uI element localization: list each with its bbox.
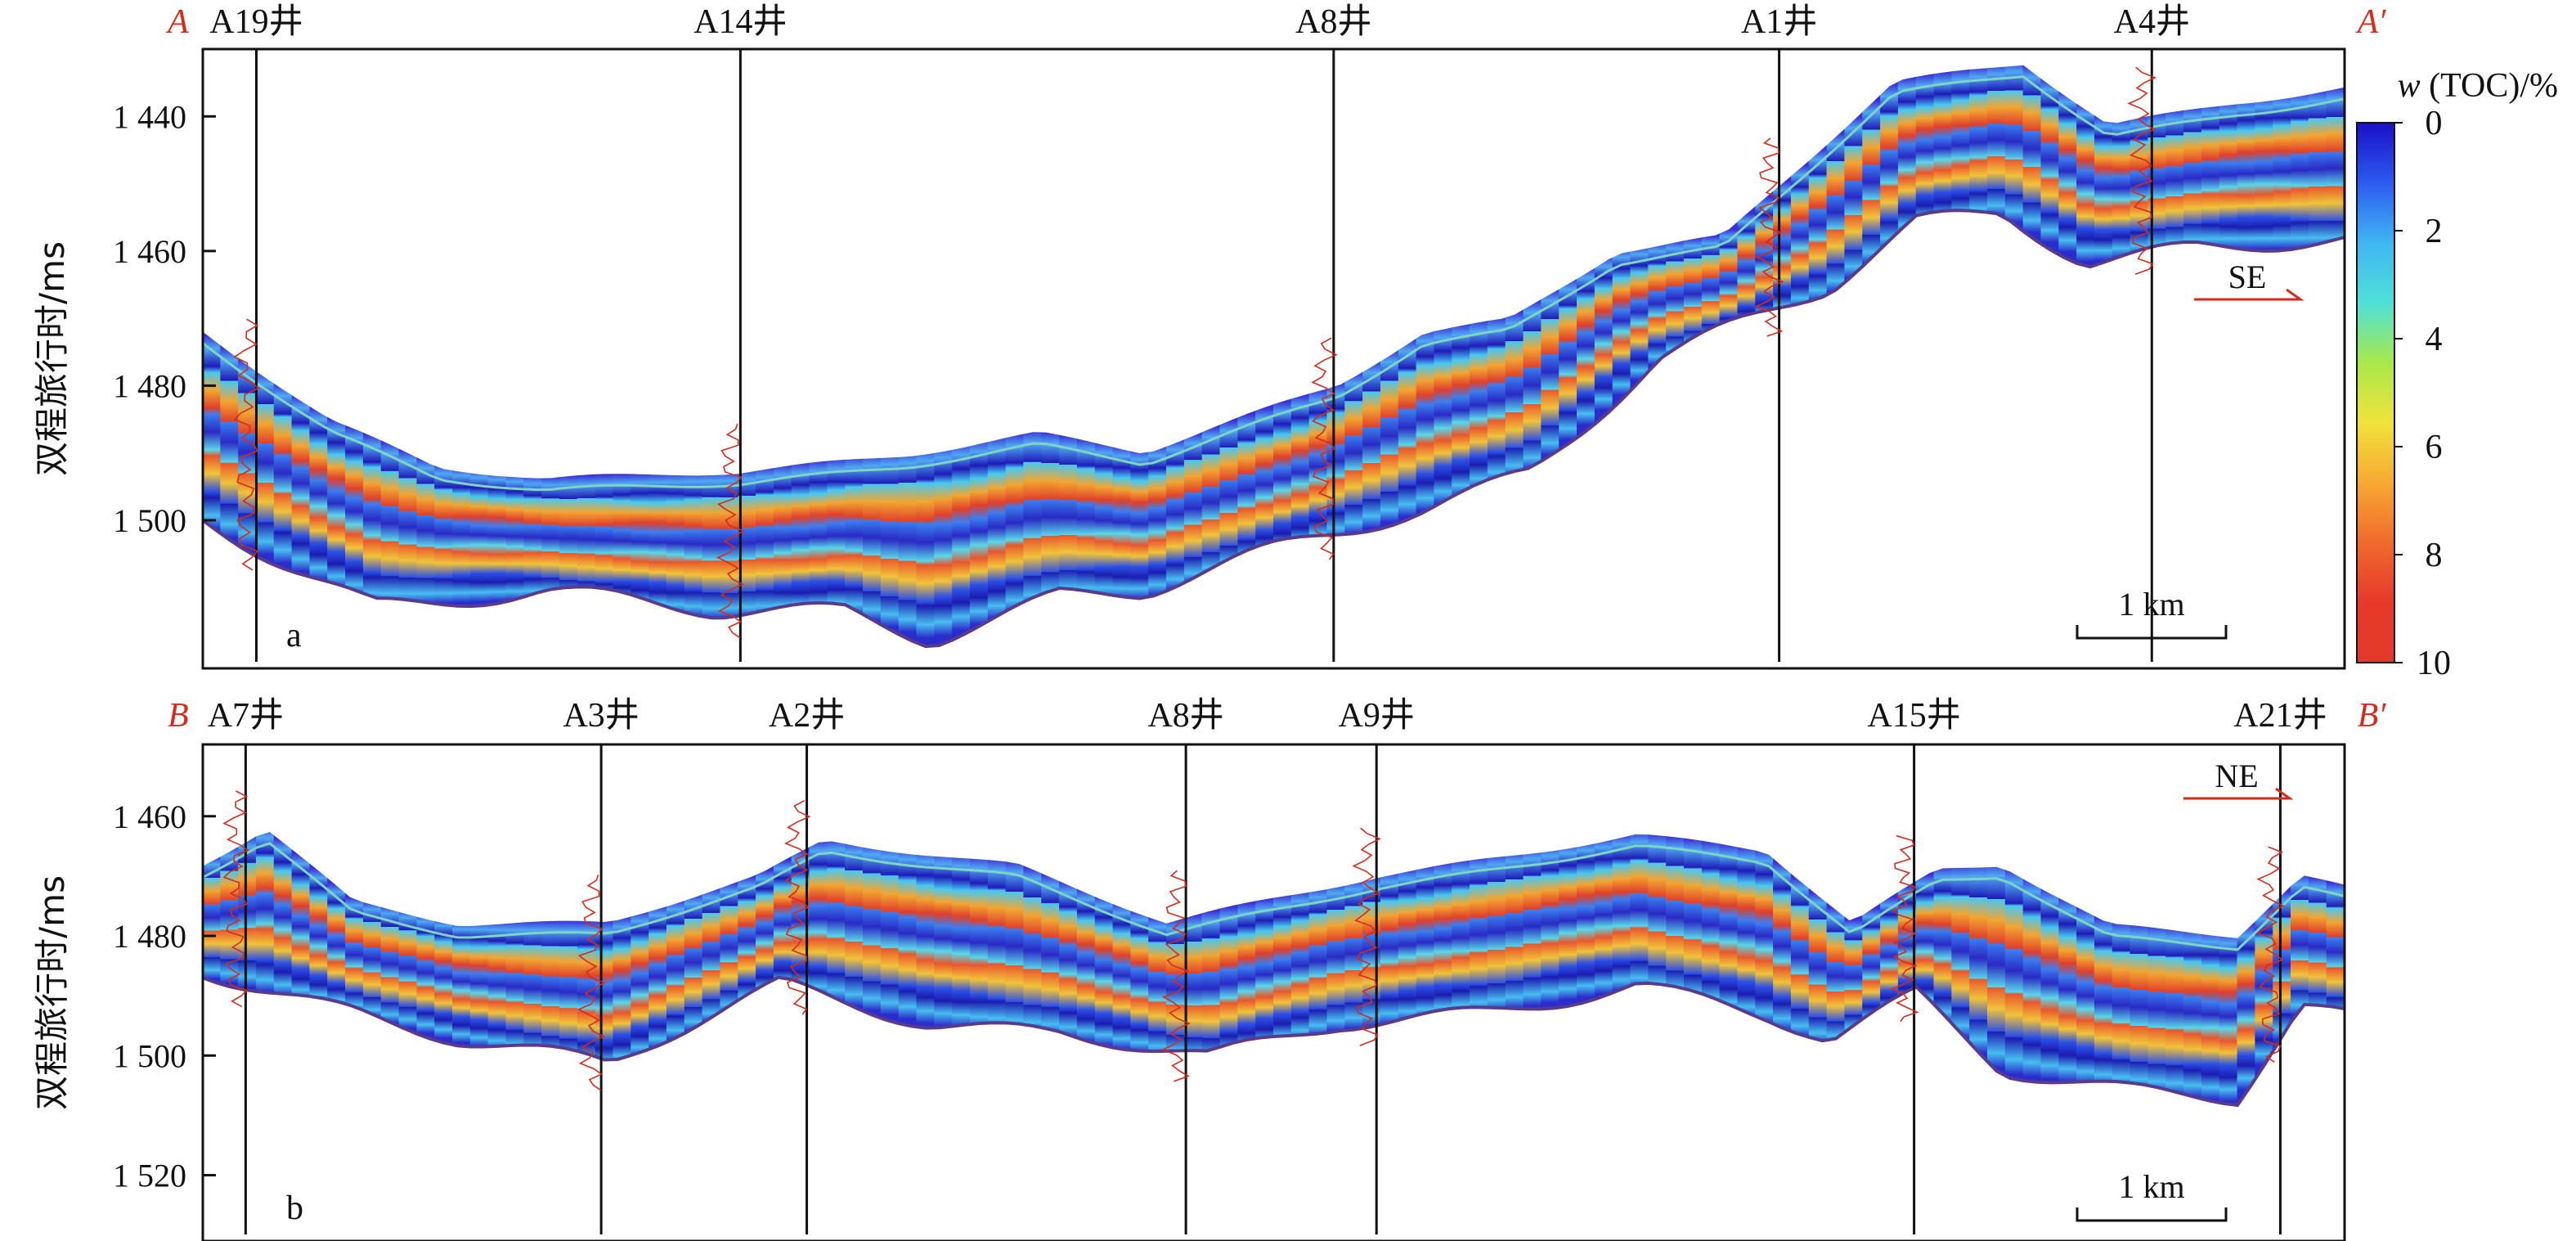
y-tick-label: 1 500 bbox=[113, 502, 186, 539]
top-horizon-line bbox=[202, 842, 2345, 951]
well-label: A19井 bbox=[209, 3, 303, 41]
y-tick-label: 1 460 bbox=[113, 233, 186, 270]
top-horizon-line bbox=[202, 75, 2345, 492]
y-tick-label: 1 440 bbox=[113, 98, 186, 135]
well-log-curve bbox=[1352, 827, 1382, 1046]
well-log-curve bbox=[783, 799, 811, 1015]
direction-arrow bbox=[2183, 787, 2294, 800]
well-label: A9井 bbox=[1339, 697, 1415, 735]
well-label: A3井 bbox=[563, 697, 639, 735]
well-log-curve bbox=[1161, 870, 1192, 1082]
well-label: A7井 bbox=[208, 697, 284, 735]
well-label: A14井 bbox=[693, 3, 787, 41]
direction-arrow bbox=[2194, 288, 2304, 301]
scale-bar bbox=[2076, 1207, 2228, 1222]
well-label: A2井 bbox=[769, 697, 845, 735]
colorbar-tick-label: 0 bbox=[2426, 105, 2443, 142]
y-tick-label: 1 480 bbox=[113, 918, 186, 955]
well-log-curve bbox=[1754, 137, 1784, 337]
direction-label: SE bbox=[2228, 259, 2267, 295]
well-log-curve bbox=[577, 875, 606, 1091]
y-tick-label: 1 480 bbox=[113, 367, 186, 404]
colorbar-tick-label: 10 bbox=[2417, 645, 2451, 682]
well-log-curve bbox=[1890, 834, 1919, 1023]
scale-bar bbox=[2076, 625, 2228, 640]
panel-frame bbox=[201, 743, 2346, 1241]
panel-a: 1 440 1 460 1 480 1 500 双程旅行时/ms A19井 A14井 A8井 A… bbox=[32, 3, 2387, 670]
well-log-curve bbox=[2127, 66, 2157, 275]
y-tick-label: 1 500 bbox=[113, 1037, 186, 1074]
section-end-label: A′ bbox=[2355, 3, 2387, 41]
panel-label: b bbox=[286, 1189, 303, 1227]
base-horizon-line bbox=[201, 209, 2345, 649]
direction-label: NE bbox=[2215, 758, 2258, 794]
scale-bar-label: 1 km bbox=[2118, 1168, 2184, 1205]
colorbar-title: w (TOC)/% bbox=[2398, 67, 2558, 105]
colorbar-tick-label: 6 bbox=[2426, 429, 2443, 466]
seismic-section-fill bbox=[203, 831, 2345, 1106]
well-label: A1井 bbox=[1741, 3, 1817, 41]
well-label: A15井 bbox=[1867, 697, 1960, 735]
well-log-curve bbox=[716, 423, 745, 639]
section-end-label: B′ bbox=[2358, 697, 2387, 735]
well-label: A8井 bbox=[1295, 3, 1371, 41]
y-axis-label: 双程旅行时/ms bbox=[32, 241, 72, 476]
colorbar-tick-label: 8 bbox=[2426, 537, 2443, 574]
colorbar-tick-label: 2 bbox=[2426, 213, 2443, 250]
base-horizon-line bbox=[202, 975, 2345, 1108]
panel-label: a bbox=[286, 617, 302, 654]
y-tick-label: 1 460 bbox=[113, 798, 186, 835]
panel-b: 1 460 1 480 1 500 1 520 双程旅行时/ms A7井 A3井 A2井 A8井… bbox=[32, 697, 2386, 1241]
section-start-label: B bbox=[168, 697, 189, 735]
well-log-curve bbox=[2256, 846, 2286, 1063]
colorbar-tick-label: 4 bbox=[2426, 321, 2443, 358]
well-log-curve bbox=[233, 318, 260, 571]
panel-frame bbox=[201, 47, 2346, 670]
y-axis-label: 双程旅行时/ms bbox=[32, 875, 72, 1110]
well-log-curve bbox=[1311, 337, 1338, 560]
y-tick-label: 1 520 bbox=[113, 1158, 186, 1194]
well-label: A4井 bbox=[2114, 3, 2190, 41]
colorbar-scale bbox=[2356, 122, 2395, 663]
seismic-section-fill bbox=[203, 65, 2345, 647]
section-start-label: A bbox=[165, 3, 189, 41]
well-log-curve bbox=[222, 790, 249, 1008]
well-label: A21井 bbox=[2233, 697, 2327, 735]
scale-bar-label: 1 km bbox=[2118, 586, 2184, 623]
well-label: A8井 bbox=[1147, 697, 1223, 735]
toc-colorbar: 0 2 4 6 8 10 w (TOC)/% bbox=[2356, 67, 2558, 682]
